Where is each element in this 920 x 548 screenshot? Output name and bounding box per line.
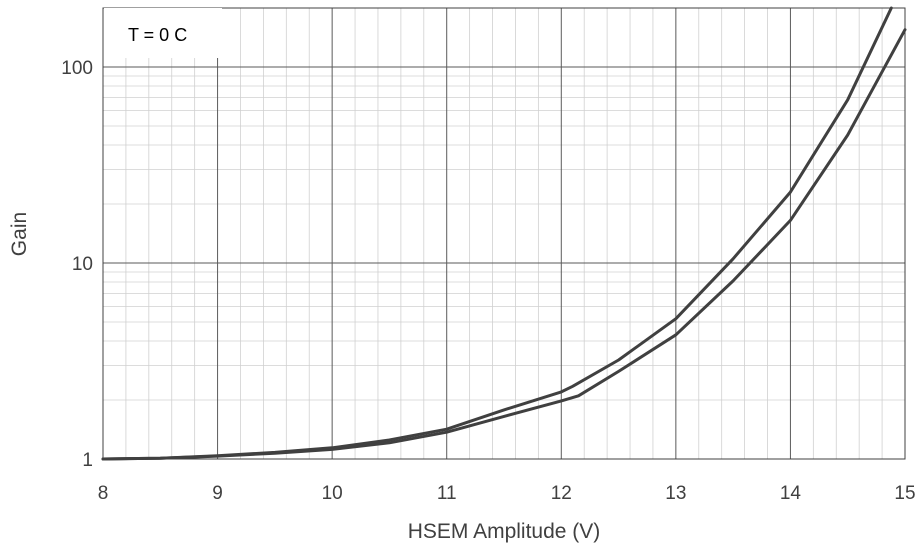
x-tick-label: 14 [780,483,802,504]
x-tick-label: 13 [665,483,686,504]
x-tick-labels: 8 9 10 11 12 13 14 15 [98,483,916,504]
plot-frame [102,7,906,460]
x-tick-label: 15 [894,483,915,504]
x-tick-label: 8 [98,483,109,504]
y-axis-label: Gain [8,212,31,256]
series-lines [101,6,907,461]
series-line-2 [101,28,907,461]
y-tick-label: 100 [61,58,93,79]
temperature-annotation: T = 0 C [128,25,187,45]
x-tick-label: 12 [551,483,572,504]
x-tick-label: 9 [212,483,223,504]
y-tick-labels: 1 10 100 [61,58,93,471]
y-tick-label: 1 [82,450,93,471]
x-tick-label: 11 [437,483,457,504]
y-tick-label: 10 [72,254,93,275]
x-tick-label: 10 [322,483,343,504]
x-axis-label: HSEM Amplitude (V) [408,520,601,543]
annotation-box [104,8,222,58]
